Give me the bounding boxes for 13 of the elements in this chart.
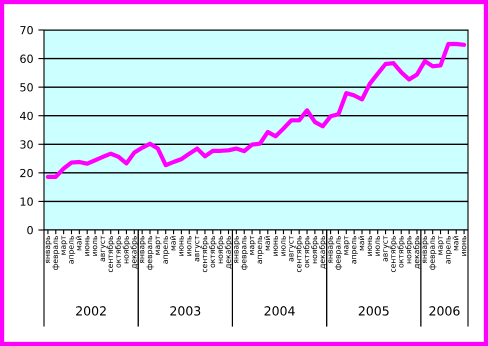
text: 2002: [76, 306, 106, 316]
y-tick-label: 0: [27, 226, 33, 234]
text: 2006: [429, 306, 460, 316]
y-tick-label: 30: [20, 140, 33, 149]
y-tick-label: 50: [20, 83, 33, 92]
y-tick-label: 10: [20, 197, 33, 206]
text: 2004: [264, 306, 295, 316]
y-tick-label: 70: [20, 26, 33, 34]
y-tick-label: 20: [20, 168, 33, 178]
y-tick-label: 40: [20, 112, 33, 120]
text: 2003: [170, 306, 200, 316]
text: 2005: [358, 306, 389, 316]
y-tick-label: 60: [20, 54, 33, 63]
